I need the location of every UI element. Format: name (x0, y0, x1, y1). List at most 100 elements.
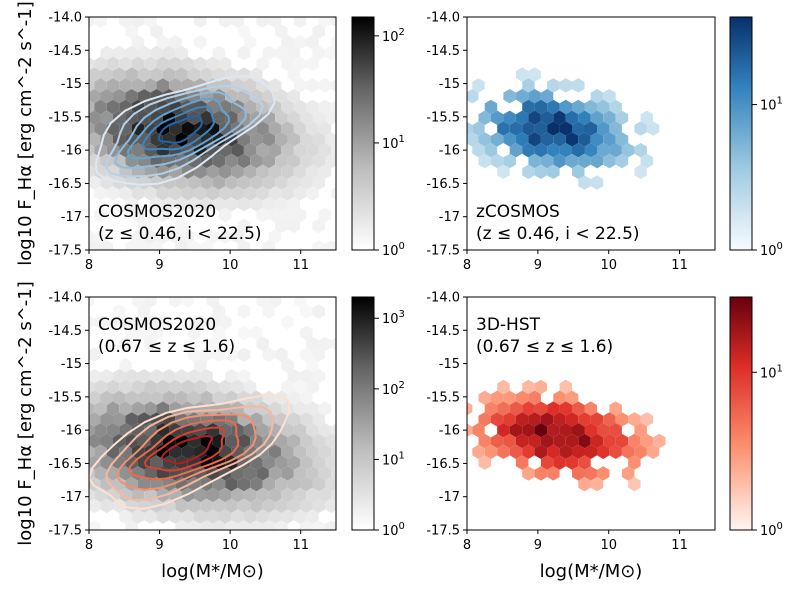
hex-cell (237, 153, 251, 169)
hex-cell (293, 143, 307, 158)
panel-label-title: zCOSMOS (476, 202, 560, 222)
hex-cell (312, 132, 325, 147)
hex-cell (125, 153, 138, 169)
y-tick-label: -14.5 (426, 324, 460, 339)
colorbar-frame (729, 16, 753, 251)
x-tick-label: 8 (463, 258, 471, 273)
hex-cell (125, 390, 138, 405)
x-tick-label: 8 (463, 538, 471, 553)
hex-cell (609, 444, 622, 459)
hex-cell (268, 444, 282, 459)
hex-cell (175, 67, 188, 82)
hex-cell (243, 444, 257, 459)
hex-cell (262, 347, 276, 362)
hex-cell (89, 297, 95, 308)
hex-cell (144, 186, 157, 201)
hex-cell (293, 35, 307, 50)
hex-cell (256, 487, 269, 503)
hex-cell (559, 401, 572, 416)
hex-cell (200, 283, 212, 297)
hex-cell (144, 56, 157, 71)
hex-cell (522, 78, 535, 93)
hex-cell (94, 379, 107, 395)
hex-cell (144, 315, 157, 330)
hex-cell (503, 433, 516, 449)
hex-cell (194, 487, 207, 503)
y-tick-label: -17.5 (426, 244, 460, 259)
hex-cell (318, 143, 332, 158)
hex-cell (306, 509, 319, 524)
hex-cell (572, 423, 585, 438)
hex-cell (287, 369, 300, 384)
y-axis-label: log10 F_Hα [erg cm^-2 s^-1] (15, 1, 36, 265)
x-axis-label: log(M*/M⊙) (161, 561, 264, 582)
axes-frame (88, 296, 337, 531)
hex-cell (200, 175, 213, 190)
y-tick-label: -15.5 (426, 110, 460, 125)
hex-cell (94, 17, 107, 28)
hex-cell (534, 401, 548, 416)
hex-cell (219, 487, 232, 503)
hex-cell (281, 401, 294, 416)
hex-cell (219, 509, 232, 524)
hex-cell (89, 455, 101, 470)
hex-cell (212, 498, 226, 513)
hex-cell (131, 143, 145, 158)
panel-bottom-right: -14.0-14.5-15-15.5-16-16.5-17-17.58 9 10 11… (426, 291, 783, 583)
hex-cell (156, 164, 170, 179)
panel-label-title: COSMOS2020 (98, 315, 216, 335)
hex-cell (250, 153, 263, 169)
hex-cell (137, 218, 151, 233)
hex-cell (621, 466, 635, 481)
hex-cell (281, 358, 294, 373)
hex-cell (634, 143, 647, 158)
hex-cell (275, 110, 288, 125)
hex-cell (540, 153, 554, 169)
hex-cell (237, 369, 251, 384)
hex-cell (484, 444, 498, 459)
hex-cell (137, 67, 151, 82)
hex-cell (89, 240, 101, 250)
hex-cell (484, 143, 498, 158)
hex-cell (225, 89, 238, 104)
hex-cell (137, 433, 151, 449)
hex-cell (262, 477, 276, 492)
hex-cell (200, 347, 213, 362)
hex-cell (212, 520, 226, 530)
hex-cell (175, 3, 188, 17)
hex-cell (281, 186, 294, 201)
hex-cell (256, 423, 269, 438)
hex-cell (306, 358, 319, 373)
hex-cell (287, 197, 300, 212)
hex-cell (206, 487, 219, 503)
x-tick-label: 9 (534, 538, 542, 553)
hex-cell (572, 466, 585, 481)
hex-cell (497, 379, 510, 395)
hex-cell (175, 390, 188, 405)
hex-cell (206, 99, 219, 115)
hex-cell (89, 488, 95, 502)
hex-cell (181, 379, 194, 395)
colorbar-frame (351, 296, 375, 531)
y-tick-label: -17.5 (48, 244, 82, 259)
hex-cell (565, 153, 579, 169)
hex-cell (243, 509, 257, 524)
hex-cell (237, 197, 251, 212)
hex-cell (162, 390, 176, 405)
hex-cell (219, 229, 232, 244)
hex-cell (467, 401, 473, 416)
axes-frame (466, 16, 716, 251)
axes-frame (466, 296, 716, 531)
hex-cell (113, 369, 126, 384)
hex-cell (106, 99, 120, 115)
hex-cell (331, 337, 336, 351)
hex-cell (89, 100, 95, 114)
hex-cell (212, 175, 226, 190)
hex-cell (547, 444, 560, 459)
hex-cell (287, 433, 300, 449)
hex-cell (515, 132, 529, 147)
y-tick-label: -14.0 (426, 11, 460, 26)
hex-cell (237, 347, 251, 362)
hex-cell (300, 498, 313, 513)
hex-cell (275, 520, 288, 530)
